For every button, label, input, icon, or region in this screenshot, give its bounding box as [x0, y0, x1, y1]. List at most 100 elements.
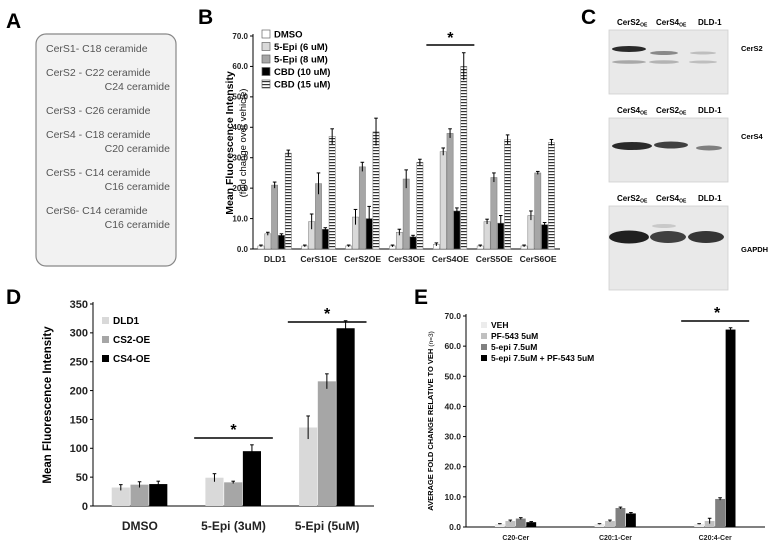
blot-band — [612, 46, 646, 52]
bar — [149, 484, 168, 506]
y-tick-label: 300 — [70, 328, 88, 340]
y-tick-label: 0.0 — [449, 522, 461, 532]
y-tick-label: 0.0 — [237, 245, 249, 254]
ceramide-box — [35, 33, 177, 267]
panel-c-western-blots: CerS2OE CerS4OE DLD-1 CerS2 CerS4OE CerS2OE DL… — [608, 18, 768, 291]
bar — [625, 513, 636, 527]
y-tick-label: 200 — [70, 385, 88, 397]
legend-swatch — [102, 355, 109, 362]
bar — [439, 151, 447, 250]
y-tick-label: 50.0 — [232, 93, 248, 102]
bar — [548, 142, 555, 250]
bar — [694, 523, 705, 527]
y-tick-label: 30.0 — [444, 432, 461, 442]
y-tick-label: 70.0 — [444, 311, 461, 321]
legend-label: 5-epi 7.5uM + PF-543 5uM — [491, 353, 594, 363]
bar — [317, 381, 336, 506]
bar — [409, 236, 417, 250]
chart-e: 0.0 10.0 20.0 30.0 40.0 50.0 60.0 70.0 C20-Cer C2… — [426, 305, 765, 542]
panel-a: CerS1- C18 ceramide CerS2 - C22 ceramide C… — [35, 33, 177, 267]
bar — [358, 166, 366, 250]
bar — [453, 210, 461, 250]
legend-swatch — [481, 344, 487, 350]
legend-swatch — [102, 336, 109, 343]
category-label: CerS6OE — [520, 254, 557, 264]
bar — [278, 235, 285, 250]
chart-b: 0.0 10.0 20.0 30.0 40.0 50.0 60.0 70.0 DLD1 CerS1… — [224, 29, 560, 264]
blot-band — [612, 60, 646, 64]
legend-swatch — [481, 355, 487, 361]
ceramide-line: CerS2 - C22 ceramide — [46, 67, 151, 79]
legend-label: CBD (10 uM) — [274, 67, 330, 78]
protein-label: GAPDH — [741, 245, 768, 254]
legend-label: VEH — [491, 320, 508, 330]
bar — [264, 233, 272, 250]
bar — [527, 215, 535, 250]
bar — [271, 184, 278, 250]
ceramide-line: C16 ceramide — [105, 219, 171, 231]
bar — [446, 133, 454, 250]
lane-label: DLD-1 — [698, 194, 722, 203]
blot-band — [649, 60, 679, 64]
lane-label: DLD-1 — [698, 106, 722, 115]
bar — [534, 172, 542, 250]
lane-label: DLD-1 — [698, 18, 722, 27]
y-tick-label: 30.0 — [232, 154, 248, 163]
y-tick-label: 40.0 — [444, 401, 461, 411]
ceramide-list: CerS1- C18 ceramide CerS2 - C22 ceramide C… — [46, 43, 170, 231]
category-label: C20:1-Cer — [599, 535, 632, 542]
y-axis-label: Mean Fluorescence Intensity — [224, 71, 236, 215]
blot-band — [609, 230, 649, 244]
legend-swatch — [261, 79, 271, 89]
bar — [336, 328, 355, 506]
blot-membrane — [608, 29, 729, 95]
protein-label: CerS2 — [741, 44, 763, 53]
bar — [515, 518, 526, 527]
bar — [715, 498, 726, 527]
y-tick-label: 40.0 — [232, 123, 248, 132]
y-tick-label: 60.0 — [444, 341, 461, 351]
ceramide-line: C24 ceramide — [105, 81, 171, 93]
panel-letter-a: A — [6, 10, 21, 33]
y-axis-label: AVERAGE FOLD CHANGE RELATIVE TO VEH (n=3… — [426, 331, 435, 511]
legend-swatch — [261, 54, 271, 64]
y-tick-label: 20.0 — [444, 462, 461, 472]
bar — [130, 484, 149, 506]
bar — [205, 477, 224, 506]
blot-band — [690, 51, 716, 55]
category-label: C20-Cer — [502, 535, 529, 542]
bar — [505, 520, 516, 527]
bar — [494, 523, 505, 527]
legend-swatch — [261, 29, 271, 39]
panel-letter-e: E — [414, 286, 428, 309]
blot-band — [696, 145, 722, 151]
legend-label: 5-Epi (8 uM) — [274, 55, 328, 66]
y-tick-label: 20.0 — [232, 184, 248, 193]
y-tick-label: 70.0 — [232, 32, 248, 41]
significance-star: * — [230, 422, 237, 439]
bar — [704, 520, 715, 527]
legend-label: CS2-OE — [113, 335, 151, 346]
panel-letter-d: D — [6, 286, 21, 309]
legend-swatch — [481, 322, 487, 328]
y-axis-label: Mean Fluorescence Intensity — [42, 326, 54, 484]
blot-band — [650, 51, 678, 55]
ceramide-line: CerS1- C18 ceramide — [46, 43, 148, 55]
bar — [372, 131, 380, 250]
y-tick-label: 350 — [70, 299, 88, 311]
panel-letter-b: B — [198, 6, 213, 29]
bar — [284, 152, 292, 250]
significance-star: * — [324, 306, 331, 323]
legend-swatch — [261, 67, 271, 76]
legend-label: CS4-OE — [113, 354, 151, 365]
category-label: CerS4OE — [432, 254, 469, 264]
y-tick-label: 10.0 — [232, 214, 248, 223]
legend-label: CBD (15 uM) — [274, 80, 330, 91]
lane-label: CerS2OE — [656, 106, 687, 117]
legend-swatch — [261, 42, 271, 51]
ceramide-line: CerS4 - C18 ceramide — [46, 129, 151, 141]
blot-membrane — [608, 205, 729, 291]
y-tick-label: 100 — [70, 443, 88, 455]
bar — [242, 451, 261, 506]
